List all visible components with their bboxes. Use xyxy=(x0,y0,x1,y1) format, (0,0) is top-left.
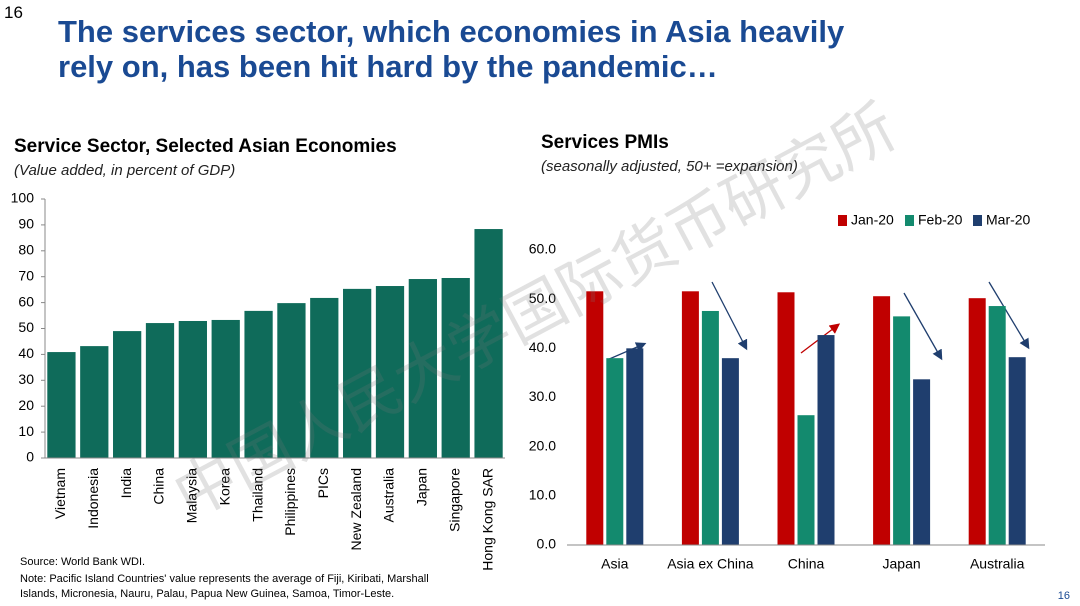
y-tick-label: 60.0 xyxy=(529,241,556,257)
bar xyxy=(310,297,339,458)
bar xyxy=(721,358,739,545)
arrow xyxy=(711,281,748,351)
y-tick-label: 40.0 xyxy=(529,339,556,355)
x-tick-label: Japan xyxy=(883,556,921,572)
arrow xyxy=(606,342,647,361)
y-tick-label: 10 xyxy=(18,423,34,439)
bar xyxy=(817,335,835,545)
x-tick-label: Philippines xyxy=(282,468,298,536)
y-tick-label: 30.0 xyxy=(529,388,556,404)
y-tick-label: 40 xyxy=(18,345,34,361)
bar xyxy=(1008,357,1026,545)
slide-title: The services sector, which economies in … xyxy=(58,14,845,49)
legend-swatch xyxy=(838,215,847,226)
bar xyxy=(277,303,306,458)
footer-page-number: 16 xyxy=(1058,590,1070,602)
x-tick-label: Australia xyxy=(970,556,1025,572)
y-tick-label: 20.0 xyxy=(529,437,556,453)
legend-swatch xyxy=(905,215,914,226)
x-tick-label: Korea xyxy=(216,468,232,506)
chart-subtitle: (Value added, in percent of GDP) xyxy=(14,162,235,179)
bar xyxy=(441,277,470,458)
legend-label: Jan-20 xyxy=(851,212,894,228)
y-tick-label: 70 xyxy=(18,267,34,283)
x-tick-label: New Zealand xyxy=(348,468,364,551)
bar xyxy=(586,291,604,545)
x-tick-label: Singapore xyxy=(446,468,462,532)
y-tick-label: 90 xyxy=(18,216,34,232)
y-tick-label: 50 xyxy=(18,319,34,335)
bar xyxy=(474,229,503,458)
y-tick-label: 10.0 xyxy=(529,487,556,503)
y-tick-label: 100 xyxy=(11,190,35,206)
bar xyxy=(873,296,891,545)
bar xyxy=(113,331,142,458)
source: Source: World Bank WDI. xyxy=(20,556,145,568)
x-tick-label: Asia ex China xyxy=(667,556,754,572)
slide-title: rely on, has been hit hard by the pandem… xyxy=(58,49,718,84)
bar xyxy=(375,286,405,458)
bar xyxy=(797,415,815,545)
bar xyxy=(343,288,372,458)
x-tick-label: China xyxy=(151,468,167,505)
chart-subtitle: (seasonally adjusted, 50+ =expansion) xyxy=(541,158,798,175)
bar xyxy=(178,320,207,458)
bar xyxy=(145,323,175,458)
x-tick-label: Malaysia xyxy=(184,468,200,523)
bar xyxy=(777,292,795,545)
bar xyxy=(988,306,1006,545)
chart-title: Service Sector, Selected Asian Economies xyxy=(14,136,397,157)
bar xyxy=(913,379,931,545)
x-tick-label: Australia xyxy=(381,468,397,523)
x-tick-label: PICs xyxy=(315,468,331,498)
x-tick-label: India xyxy=(118,468,134,499)
note: Note: Pacific Island Countries' value re… xyxy=(20,573,429,585)
bar xyxy=(968,298,986,545)
arrow xyxy=(903,292,943,361)
bar xyxy=(47,352,76,458)
y-tick-label: 50.0 xyxy=(529,290,556,306)
x-tick-label: China xyxy=(788,556,825,572)
legend-label: Mar-20 xyxy=(986,212,1031,228)
bar xyxy=(701,310,719,545)
x-tick-label: Hong Kong SAR xyxy=(479,468,495,571)
bar xyxy=(626,348,644,545)
y-tick-label: 0.0 xyxy=(537,536,557,552)
y-tick-label: 30 xyxy=(18,371,34,387)
bar xyxy=(606,358,624,545)
page-number: 16 xyxy=(4,3,23,22)
chart-title: Services PMIs xyxy=(541,132,669,153)
arrow xyxy=(988,281,1030,350)
x-tick-label: Thailand xyxy=(249,468,265,522)
y-tick-label: 80 xyxy=(18,242,34,258)
bar xyxy=(893,316,911,545)
x-tick-label: Japan xyxy=(414,468,430,506)
y-tick-label: 60 xyxy=(18,293,34,309)
y-tick-label: 20 xyxy=(18,397,34,413)
note: Islands, Micronesia, Nauru, Palau, Papua… xyxy=(20,588,394,600)
x-tick-label: Asia xyxy=(601,556,628,572)
bar xyxy=(211,319,240,458)
bar xyxy=(244,310,273,458)
bar xyxy=(681,291,699,545)
x-tick-label: Indonesia xyxy=(85,468,101,529)
bar xyxy=(408,279,437,458)
x-tick-label: Vietnam xyxy=(52,468,68,519)
bar xyxy=(80,346,109,458)
legend-label: Feb-20 xyxy=(918,212,963,228)
y-tick-label: 0 xyxy=(26,449,34,465)
legend-swatch xyxy=(973,215,982,226)
